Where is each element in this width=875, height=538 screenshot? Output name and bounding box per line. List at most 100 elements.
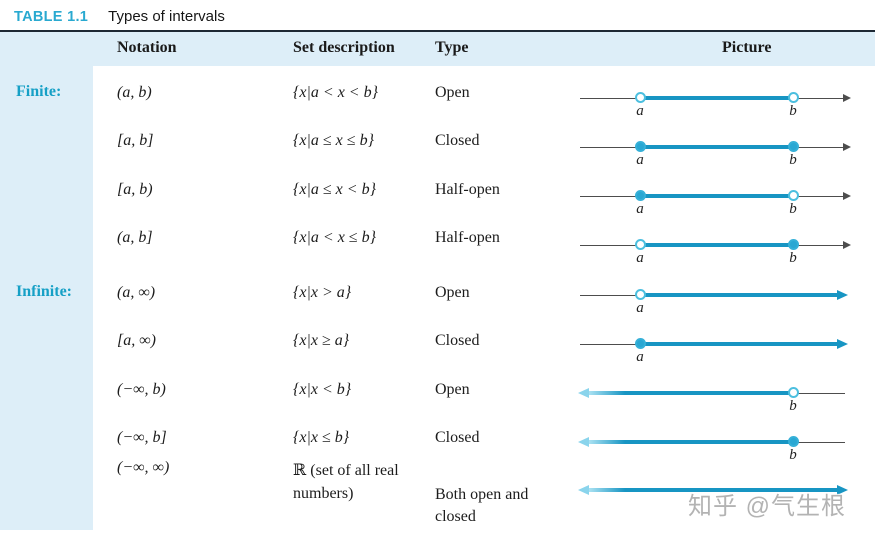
open-endpoint-dot [635,239,646,250]
type-cell: Both open and closed [435,486,529,525]
type-cell: Closed [435,332,480,349]
closed-endpoint-dot [788,239,799,250]
left-infinity-arrow-icon [578,485,589,495]
watermark-text: 知乎 @气生根 [688,493,847,520]
open-endpoint-dot [788,387,799,398]
endpoint-label: a [636,152,644,168]
open-endpoint-dot [788,190,799,201]
open-endpoint-dot [635,289,646,300]
endpoint-label: a [636,201,644,217]
left-infinity-arrow-icon [578,388,589,398]
right-arrow-icon [843,94,851,102]
type-cell: Open [435,84,470,101]
closed-endpoint-dot [635,190,646,201]
closed-endpoint-dot [635,338,646,349]
set-description-cell: {x|x ≤ b} [293,429,350,446]
endpoint-label: b [789,152,797,168]
column-header-set-description: Set description [293,39,395,56]
type-cell: Open [435,284,470,301]
type-cell: Half-open [435,181,500,198]
segment-fade [589,488,625,492]
interval-segment [589,488,837,492]
type-cell: Closed [435,132,480,149]
set-description-cell: {x|a < x < b} [293,84,378,101]
set-description-cell: {x|x ≥ a} [293,332,350,349]
endpoint-label: b [789,447,797,463]
closed-endpoint-dot [788,436,799,447]
endpoint-label: a [636,103,644,119]
segment-fade [589,391,625,395]
group-label-finite: Finite: [16,83,62,100]
right-arrow-icon [843,192,851,200]
notation-cell: [a, b] [117,132,154,149]
interval-segment [589,440,793,444]
interval-picture [575,482,867,514]
endpoint-label: b [789,201,797,217]
interval-segment [640,293,837,297]
set-description-cell: {x|a ≤ x < b} [293,181,376,198]
open-endpoint-dot [788,92,799,103]
column-header-picture: Picture [722,39,772,56]
interval-picture: b [575,385,867,417]
type-cell: Open [435,381,470,398]
notation-cell: (a, b] [117,229,153,246]
header-background-band [0,32,875,66]
number-line [580,344,642,345]
set-description-cell: {x|x > a} [293,284,352,301]
notation-cell: [a, b) [117,181,153,198]
interval-segment [640,194,793,198]
notation-cell: (−∞, ∞) [117,459,170,476]
left-infinity-arrow-icon [578,437,589,447]
group-label-infinite: Infinite: [16,283,72,300]
interval-picture: a [575,287,867,319]
number-line [793,393,845,394]
type-cell: Half-open [435,229,500,246]
notation-cell: (−∞, b) [117,381,166,398]
set-description-cell: ℝ (set of all real numbers) [293,462,399,502]
table-caption: TABLE 1.1 Types of intervals [14,6,225,28]
number-line [793,442,845,443]
endpoint-label: b [789,103,797,119]
type-cell: Closed [435,429,480,446]
endpoint-label: a [636,300,644,316]
interval-picture: a [575,336,867,368]
set-description-cell: {x|x < b} [293,381,352,398]
endpoint-label: b [789,398,797,414]
endpoint-label: b [789,250,797,266]
open-endpoint-dot [635,92,646,103]
right-infinity-arrow-icon [837,290,848,300]
set-description-cell: {x|a ≤ x ≤ b} [293,132,374,149]
notation-cell: (a, ∞) [117,284,156,301]
closed-endpoint-dot [635,141,646,152]
interval-picture: b [575,434,867,466]
set-description-cell: {x|a < x ≤ b} [293,229,376,246]
interval-segment [589,391,793,395]
interval-segment [640,342,837,346]
right-arrow-icon [843,241,851,249]
segment-fade [589,440,625,444]
right-infinity-arrow-icon [837,485,848,495]
column-header-type: Type [435,39,469,56]
closed-endpoint-dot [788,141,799,152]
interval-segment [640,243,793,247]
endpoint-label: a [636,250,644,266]
number-line [580,295,642,296]
notation-cell: (a, b) [117,84,152,101]
right-arrow-icon [843,143,851,151]
interval-segment [640,96,793,100]
notation-cell: (−∞, b] [117,429,167,446]
notation-cell: [a, ∞) [117,332,156,349]
top-rule-divider [0,30,875,32]
interval-segment [640,145,793,149]
table-title: Types of intervals [108,8,225,25]
column-header-notation: Notation [117,39,177,56]
left-sidebar-band [0,66,93,530]
table-number-label: TABLE 1.1 [14,9,89,25]
endpoint-label: a [636,349,644,365]
right-infinity-arrow-icon [837,339,848,349]
